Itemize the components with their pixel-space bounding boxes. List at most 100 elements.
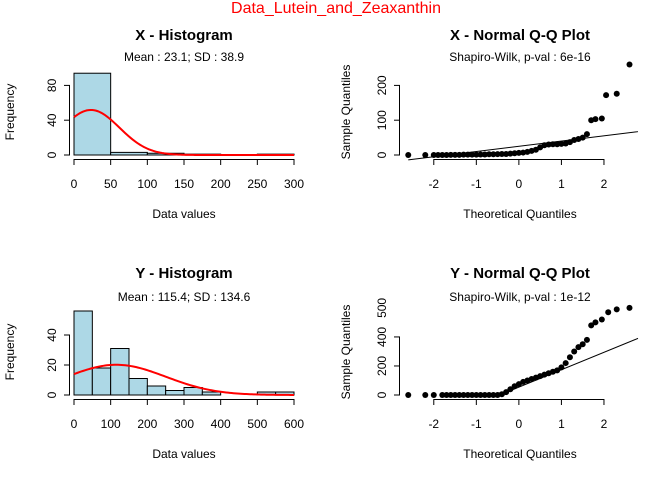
qq-point <box>626 61 633 68</box>
histogram-bar <box>110 348 130 396</box>
qq-point <box>443 152 450 158</box>
x-tick-label: 400 <box>211 417 231 431</box>
panel-title: X - Normal Q-Q Plot <box>450 27 590 44</box>
panel-title: X - Histogram <box>135 27 233 44</box>
y-tick-label: 100 <box>375 110 389 130</box>
qq-point <box>613 306 620 313</box>
y-tick-label: 0 <box>45 391 59 398</box>
x-tick-label: 2 <box>601 417 608 431</box>
x-tick-label: 500 <box>247 417 267 431</box>
x-tick-label: 200 <box>211 177 231 191</box>
qq-point <box>549 141 556 148</box>
qq-point <box>613 90 620 97</box>
qq-point <box>503 389 510 396</box>
y-tick-label: 400 <box>375 327 389 347</box>
qq-point <box>456 151 463 158</box>
qq-point <box>498 150 505 157</box>
x-tick-label: 200 <box>137 417 157 431</box>
figure-title: Data_Lutein_and_Zeaxanthin <box>231 0 441 17</box>
qq-point <box>579 134 586 141</box>
qq-point <box>447 151 454 158</box>
qq-point <box>566 354 573 361</box>
y-axis-label: Frequency <box>3 324 17 381</box>
qq-point <box>571 348 578 355</box>
qq-point <box>583 131 590 138</box>
panel-subtitle: Mean : 115.4; SD : 134.6 <box>118 290 251 304</box>
y-tick-label: 40 <box>45 113 59 127</box>
qq-point <box>469 151 476 158</box>
y-tick-label: 20 <box>45 358 59 372</box>
y-axis-label: Sample Quantiles <box>339 65 353 160</box>
panel-subtitle: Shapiro-Wilk, p-val : 6e-16 <box>449 50 591 64</box>
panel-title: Y - Normal Q-Q Plot <box>450 265 590 282</box>
y-histogram-panel: Y - Histogram Mean : 115.4; SD : 134.6 D… <box>3 265 304 461</box>
qq-point <box>481 392 488 398</box>
qq-point <box>575 344 582 351</box>
y-tick-label: 500 <box>375 298 389 318</box>
x-tick-label: 300 <box>284 177 304 191</box>
histogram-bar <box>201 391 222 396</box>
x-axis-label: Data values <box>152 447 215 461</box>
x-tick-label: 1 <box>558 177 565 191</box>
qq-point <box>603 92 610 99</box>
y-tick-label: 40 <box>45 328 59 342</box>
x-tick-label: 1 <box>558 417 565 431</box>
qq-point <box>592 319 599 326</box>
x-tick-label: 0 <box>71 177 78 191</box>
qq-point <box>464 151 471 158</box>
qq-point <box>473 392 480 398</box>
qq-point <box>481 151 488 158</box>
x-tick-label: 0 <box>516 177 523 191</box>
qq-point <box>477 392 484 398</box>
y-tick-label: 80 <box>45 78 59 92</box>
qq-point <box>473 151 480 158</box>
qq-point <box>486 151 493 158</box>
qq-reference-line <box>499 337 639 396</box>
qq-point <box>486 392 493 398</box>
y-tick-label: 0 <box>45 151 59 158</box>
normal-density-curve <box>73 363 294 396</box>
x-tick-label: 2 <box>601 177 608 191</box>
qq-point <box>558 364 565 371</box>
qq-point <box>469 392 476 398</box>
qq-point <box>598 115 605 122</box>
x-tick-label: 600 <box>284 417 304 431</box>
qq-point <box>507 386 514 393</box>
qq-point <box>490 151 497 158</box>
x-axis-label: Theoretical Quantiles <box>463 207 576 221</box>
x-qq-plot-panel: X - Normal Q-Q Plot Shapiro-Wilk, p-val … <box>339 27 639 221</box>
qq-point <box>592 116 599 123</box>
qq-point <box>598 316 605 323</box>
normal-density-curve <box>73 108 294 156</box>
histogram-bar <box>165 390 185 396</box>
qq-point <box>430 392 437 398</box>
x-tick-label: 150 <box>174 177 194 191</box>
qq-point <box>439 152 446 158</box>
x-tick-label: 300 <box>174 417 194 431</box>
y-axis-label: Frequency <box>3 84 17 141</box>
x-tick-label: 100 <box>137 177 157 191</box>
qq-point <box>422 392 429 398</box>
qq-point <box>605 309 612 316</box>
histogram-bar <box>91 367 112 396</box>
histogram-bar <box>183 387 203 396</box>
qq-point <box>460 392 467 398</box>
panel-title: Y - Histogram <box>135 265 232 282</box>
y-tick-label: 200 <box>375 356 389 376</box>
qq-point <box>435 152 442 158</box>
x-tick-label: 0 <box>516 417 523 431</box>
x-tick-label: -2 <box>428 177 439 191</box>
qq-point <box>443 392 450 398</box>
y-axis-label: Sample Quantiles <box>339 305 353 400</box>
qq-point <box>452 151 459 158</box>
histogram-bar <box>110 151 148 156</box>
qq-point <box>494 151 501 158</box>
qq-point <box>579 341 586 348</box>
qq-point <box>405 392 412 398</box>
qq-point <box>562 360 569 367</box>
qq-point <box>554 367 561 374</box>
x-histogram-panel: X - Histogram Mean : 23.1; SD : 38.9 Dat… <box>3 27 304 221</box>
qq-point <box>626 304 633 311</box>
